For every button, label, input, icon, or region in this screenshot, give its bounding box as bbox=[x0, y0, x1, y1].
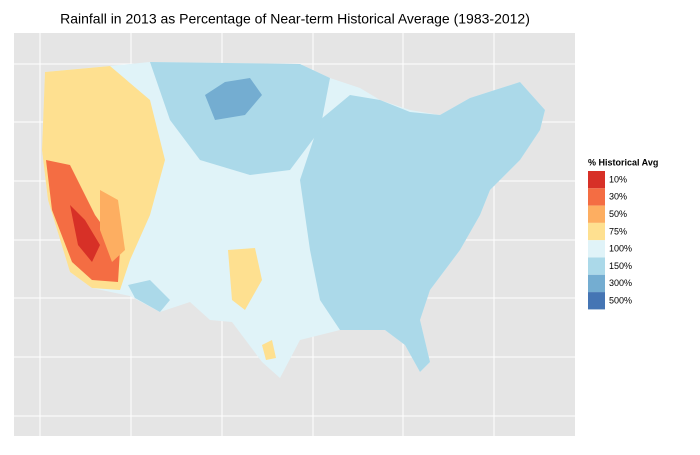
legend-label: 10% bbox=[609, 174, 627, 184]
southwest-wet bbox=[128, 280, 170, 312]
upper-midwest-high bbox=[205, 78, 262, 120]
southwest-dry bbox=[228, 248, 262, 310]
legend-swatch bbox=[588, 240, 605, 258]
legend-title: % Historical Avg bbox=[588, 157, 658, 167]
legend-label: 300% bbox=[609, 278, 632, 288]
legend-swatch bbox=[588, 222, 605, 241]
north-plains-region bbox=[150, 62, 330, 175]
legend-label: 30% bbox=[609, 192, 627, 202]
east-region bbox=[300, 82, 545, 372]
legend-swatch bbox=[588, 171, 605, 189]
legend-swatch bbox=[588, 274, 605, 293]
legend: 10% 30% 50% 75% 100% 150% 300% 500% bbox=[588, 171, 632, 310]
legend-label: 100% bbox=[609, 244, 632, 254]
legend-swatch bbox=[588, 188, 605, 206]
legend-label: 50% bbox=[609, 209, 627, 219]
texas-dry bbox=[262, 340, 276, 360]
legend-swatch bbox=[588, 257, 605, 275]
legend-swatch bbox=[588, 292, 605, 310]
legend-label: 500% bbox=[609, 295, 632, 305]
legend-label: 150% bbox=[609, 261, 632, 271]
legend-label: 75% bbox=[609, 226, 627, 236]
map-title: Rainfall in 2013 as Percentage of Near-t… bbox=[60, 11, 530, 27]
california-driest bbox=[70, 205, 100, 262]
nevada-dry bbox=[100, 190, 125, 262]
legend-swatch bbox=[588, 205, 605, 223]
map-regions bbox=[42, 62, 545, 378]
